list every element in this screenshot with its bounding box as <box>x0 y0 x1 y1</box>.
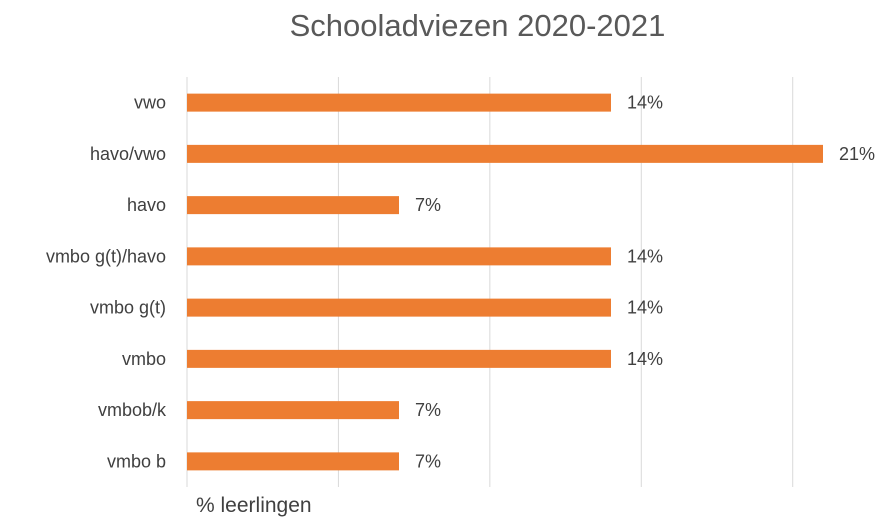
bar <box>187 452 399 471</box>
value-label: 21% <box>839 144 875 164</box>
value-label: 14% <box>627 349 663 369</box>
category-label: vwo <box>134 93 166 113</box>
value-label: 7% <box>415 451 441 471</box>
category-labels: vwo havo/vwo havo vmbo g(t)/havo vmbo g(t) vm… <box>46 93 167 472</box>
value-label: 14% <box>627 93 663 113</box>
chart-title: Schooladviezen 2020-2021 <box>289 8 666 43</box>
bar <box>187 349 611 368</box>
bar <box>187 247 611 266</box>
value-labels: 14% 21% 7% 14% 14% 14% 7% 7% <box>415 93 875 472</box>
category-label: vmbo <box>122 349 166 369</box>
category-label: havo <box>127 195 166 215</box>
bar <box>187 298 611 317</box>
bar <box>187 196 399 215</box>
bars <box>187 93 823 471</box>
category-label: havo/vwo <box>90 144 166 164</box>
value-label: 7% <box>415 400 441 420</box>
category-label: vmbo g(t)/havo <box>46 246 166 266</box>
value-label: 14% <box>627 298 663 318</box>
value-label: 7% <box>415 195 441 215</box>
bar <box>187 93 611 112</box>
gridlines <box>186 77 794 487</box>
x-axis-label: % leerlingen <box>196 494 312 517</box>
category-label: vmbo b <box>107 451 166 471</box>
category-label: vmbob/k <box>98 400 167 420</box>
bar <box>187 401 399 420</box>
bar <box>187 144 823 163</box>
category-label: vmbo g(t) <box>90 298 166 318</box>
value-label: 14% <box>627 246 663 266</box>
